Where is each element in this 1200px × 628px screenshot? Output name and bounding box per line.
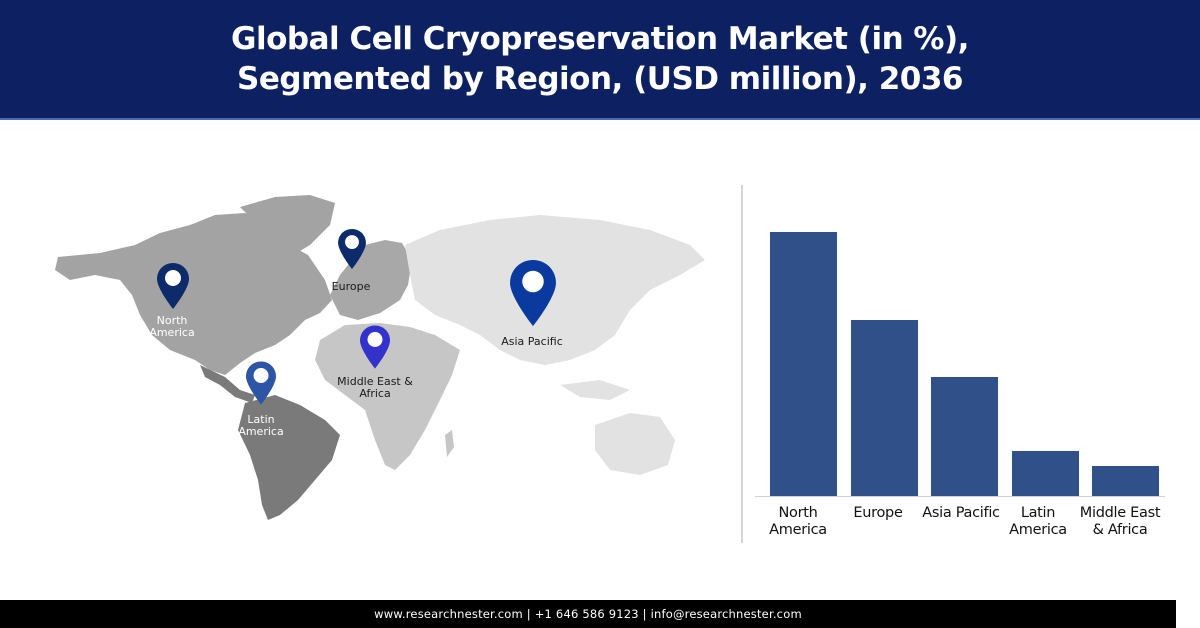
north-america-map-label: North America: [149, 314, 195, 339]
bar-latin-america: [1012, 451, 1079, 496]
header-banner: Global Cell Cryopreservation Market (in …: [0, 0, 1200, 120]
bar-north-america: [770, 232, 837, 496]
x-axis-line: [755, 496, 1165, 497]
chart-title: Global Cell Cryopreservation Market (in …: [231, 19, 969, 99]
bar-europe: [851, 320, 918, 496]
x-tick-label-asia-pacific: Asia Pacific: [922, 505, 1000, 521]
bar-middle-east-africa: [1092, 466, 1159, 496]
world-map-graphic: [55, 195, 705, 520]
panel-divider: [741, 185, 743, 543]
africa-shape: [315, 323, 460, 470]
footer-contact-text: www.researchnester.com | +1 646 586 9123…: [374, 607, 802, 621]
x-tick-label-europe: Europe: [853, 505, 903, 521]
south-america-shape: [238, 395, 340, 520]
madagascar-shape: [445, 430, 454, 457]
middle-east-africa-pin-icon: [360, 325, 390, 369]
europe-pin-icon: [338, 229, 366, 269]
bar-chart: North America Europe Asia Pacific Latin Am…: [755, 185, 1175, 545]
x-tick-label-latin-america: Latin America: [1009, 505, 1067, 538]
central-america-shape: [200, 365, 255, 403]
north-america-shape: [55, 213, 332, 375]
australia-shape: [595, 413, 675, 475]
greenland-shape: [240, 195, 335, 257]
x-tick-label-middle-east-africa: Middle East & Africa: [1079, 505, 1161, 538]
asia-shape: [405, 215, 705, 365]
latin-america-map-label: Latin America: [238, 413, 284, 438]
se-asia-shape: [560, 380, 630, 400]
europe-map-label: Europe: [331, 280, 371, 293]
asia-pacific-map-label: Asia Pacific: [501, 335, 563, 348]
europe-shape: [330, 240, 412, 320]
x-tick-label-north-america: North America: [769, 505, 827, 538]
world-map: North America Europe Asia Pacific Middle …: [40, 185, 730, 525]
footer-bar: www.researchnester.com | +1 646 586 9123…: [0, 600, 1176, 628]
latin-america-pin-icon: [246, 361, 276, 405]
north-america-pin-icon: [157, 263, 189, 309]
title-line-2: Segmented by Region, (USD million), 2036: [237, 61, 963, 97]
title-line-1: Global Cell Cryopreservation Market (in …: [231, 21, 969, 57]
middle-east-africa-map-label: Middle East & Africa: [337, 375, 413, 400]
bar-asia-pacific: [931, 377, 998, 496]
asia-pacific-pin-icon: [510, 260, 556, 326]
